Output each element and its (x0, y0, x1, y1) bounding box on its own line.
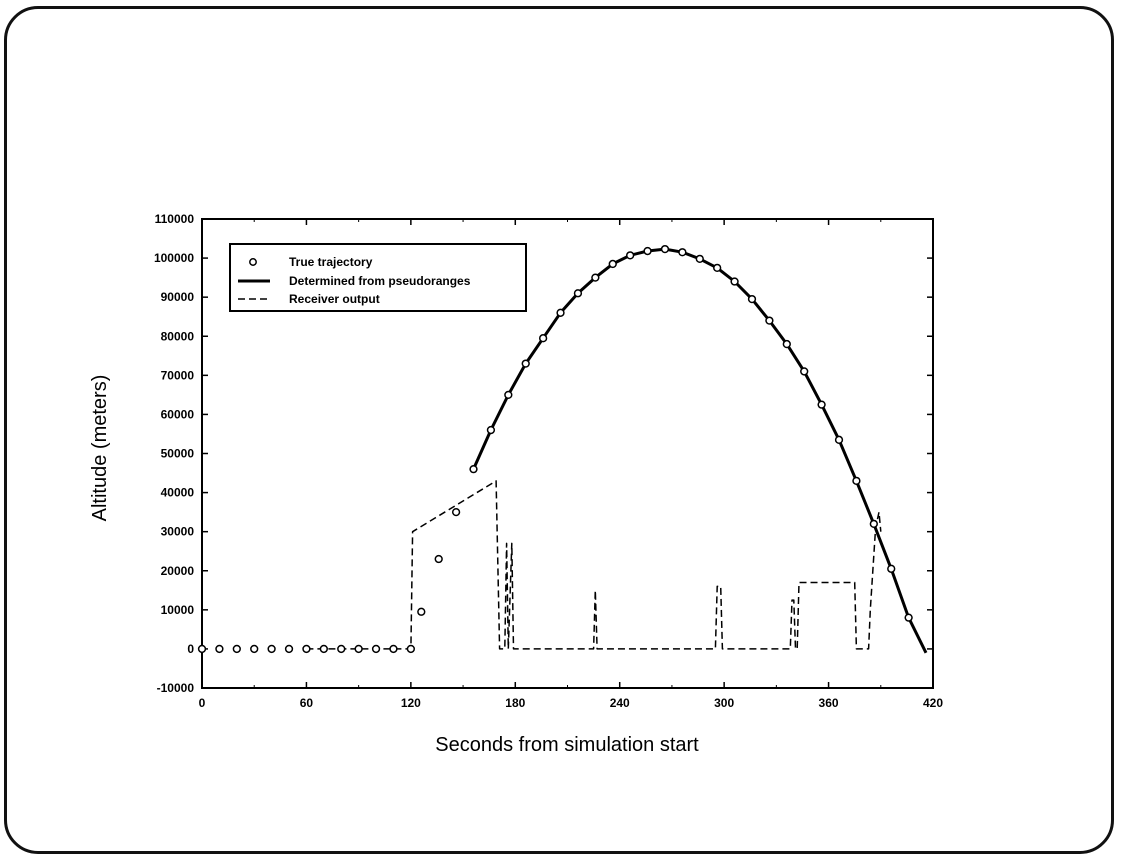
y-tick-label: 90000 (161, 290, 195, 304)
data-point-true-trajectory (608, 259, 617, 269)
legend-box (229, 243, 527, 312)
y-axis-title: Altitude (meters) (89, 375, 111, 522)
y-tick-label: 70000 (161, 368, 195, 382)
x-tick-label: 360 (819, 696, 839, 710)
series-line-receiver-output (306, 480, 882, 650)
data-point-true-trajectory (406, 644, 416, 654)
data-point-true-trajectory (469, 464, 478, 474)
data-point-true-trajectory (319, 644, 328, 654)
x-tick-label: 0 (199, 696, 206, 710)
data-point-true-trajectory (504, 390, 513, 400)
data-point-true-trajectory (852, 476, 861, 486)
data-point-true-trajectory (695, 254, 704, 264)
data-point-true-trajectory (354, 644, 363, 654)
x-tick-label: 60 (300, 696, 314, 710)
data-point-true-trajectory (521, 359, 530, 368)
y-tick-label: 80000 (161, 329, 195, 343)
x-tick-label: 240 (610, 696, 630, 710)
data-point-true-trajectory (197, 644, 207, 654)
data-point-true-trajectory (869, 519, 878, 528)
axes (201, 218, 934, 689)
data-point-true-trajectory (747, 294, 757, 304)
data-point-true-trajectory (817, 400, 826, 409)
slide-frame (4, 6, 1114, 854)
x-tick-label: 180 (505, 696, 525, 710)
y-tick-label: 40000 (161, 486, 195, 500)
x-tick-labels: 0 60 120 180 240 300 360 420 (199, 696, 944, 710)
data-point-true-trajectory (284, 644, 294, 654)
data-point-true-trajectory (730, 277, 739, 286)
data-point-true-trajectory (904, 613, 913, 622)
x-axis-title: Seconds from simulation start (435, 734, 699, 756)
data-point-true-trajectory (591, 273, 600, 282)
data-point-true-trajectory (417, 607, 426, 616)
data-point-true-trajectory (486, 425, 496, 435)
data-point-true-trajectory (660, 244, 670, 254)
data-point-true-trajectory (302, 644, 311, 654)
x-tick-label: 420 (923, 696, 943, 710)
data-point-true-trajectory (267, 644, 276, 654)
data-point-true-trajectory (250, 644, 259, 654)
data-point-true-trajectory (337, 644, 346, 654)
data-point-true-trajectory (556, 308, 565, 317)
data-point-true-trajectory (371, 644, 381, 654)
y-tick-label: 60000 (161, 407, 195, 421)
x-tick-label: 120 (401, 696, 421, 710)
data-point-true-trajectory (678, 248, 687, 257)
data-point-true-trajectory (782, 339, 791, 349)
series-line-determined-from-pseudoranges (472, 247, 928, 654)
data-point-true-trajectory (232, 644, 241, 654)
y-tick-labels: -10000 0 10000 20000 30000 40000 50000 60000 700… (154, 212, 194, 695)
legend-marker-true-trajectory (249, 258, 257, 266)
data-point-true-trajectory (800, 367, 809, 376)
legend-label-pseudoranges: Determined from pseudoranges (289, 274, 471, 288)
series (197, 244, 928, 654)
data-point-true-trajectory (626, 251, 635, 260)
y-tick-label: 100000 (154, 251, 194, 265)
y-tick-label: 50000 (161, 447, 195, 461)
data-point-true-trajectory (434, 554, 443, 564)
data-point-true-trajectory (834, 435, 844, 444)
y-tick-label: 0 (187, 642, 194, 656)
y-tick-label: 10000 (161, 603, 195, 617)
y-tick-label: -10000 (157, 681, 195, 695)
data-point-true-trajectory (451, 507, 461, 517)
data-point-true-trajectory (538, 334, 548, 343)
data-point-true-trajectory (389, 644, 398, 654)
data-point-true-trajectory (887, 564, 896, 573)
data-point-true-trajectory (713, 263, 722, 273)
data-point-true-trajectory (573, 289, 583, 298)
y-tick-label: 30000 (161, 525, 195, 539)
x-tick-label: 300 (714, 696, 734, 710)
data-point-true-trajectory (765, 316, 774, 325)
legend-label-receiver: Receiver output (289, 292, 380, 306)
data-point-true-trajectory (215, 644, 224, 654)
legend-label-true-trajectory: True trajectory (289, 255, 373, 269)
y-tick-label: 20000 (161, 564, 195, 578)
data-point-true-trajectory (643, 246, 652, 256)
legend: True trajectory Determined from pseudora… (229, 243, 527, 312)
y-tick-label: 110000 (155, 212, 195, 226)
